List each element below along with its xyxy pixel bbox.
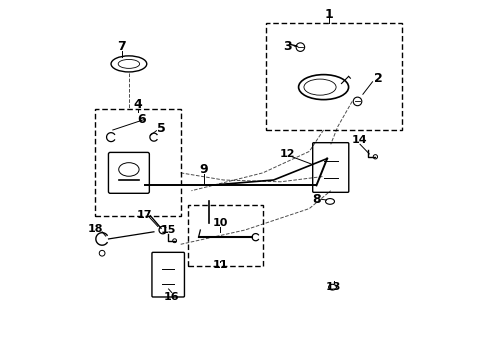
Text: 13: 13 (326, 282, 341, 292)
Text: 11: 11 (212, 260, 228, 270)
Text: 10: 10 (212, 218, 228, 228)
Text: 4: 4 (133, 98, 142, 111)
Text: 9: 9 (199, 163, 208, 176)
Text: 6: 6 (137, 113, 146, 126)
Text: 8: 8 (312, 193, 321, 206)
Text: 12: 12 (279, 149, 295, 159)
Text: 3: 3 (284, 40, 292, 53)
Text: 1: 1 (324, 8, 333, 21)
Text: 18: 18 (88, 224, 103, 234)
Text: 7: 7 (118, 40, 126, 53)
Text: 5: 5 (157, 122, 166, 135)
Bar (267, 23, 402, 130)
Text: 2: 2 (373, 72, 382, 85)
Text: 14: 14 (351, 135, 367, 145)
Text: 15: 15 (161, 225, 176, 235)
Bar (95, 109, 181, 216)
Bar (188, 205, 263, 266)
Text: 17: 17 (137, 210, 152, 220)
Text: 16: 16 (164, 292, 179, 302)
